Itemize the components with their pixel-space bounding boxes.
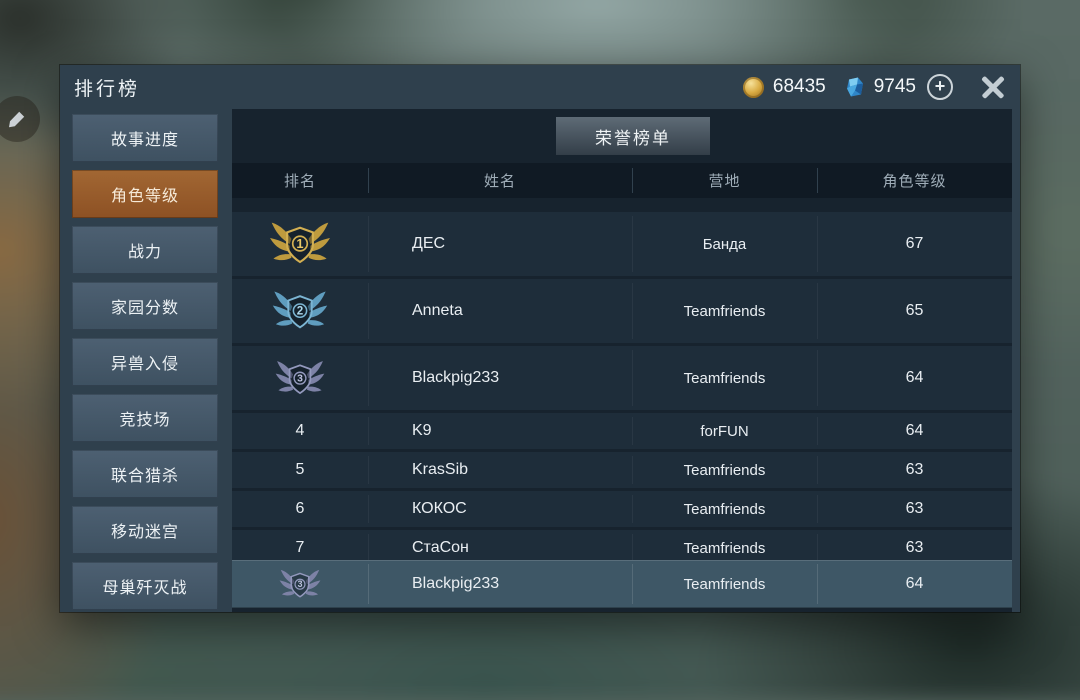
page-title: 排行榜 — [74, 78, 141, 100]
camp-name: forFUN — [632, 413, 817, 449]
camp-name: Teamfriends — [632, 346, 817, 410]
character-level: 64 — [817, 560, 1012, 608]
close-icon[interactable] — [980, 74, 1006, 100]
rank-badge-cell: 3 — [232, 560, 368, 608]
character-level: 64 — [817, 413, 1012, 449]
player-name: ДЕС — [368, 212, 632, 276]
sidebar-item-0[interactable]: 故事进度 — [72, 114, 218, 162]
rank-number: 3 — [297, 373, 303, 384]
player-name: KrasSib — [368, 452, 632, 488]
column-header-1: 姓名 — [368, 163, 632, 198]
table-row-rank-3[interactable]: 3 Blackpig233 Teamfriends 64 — [232, 346, 1012, 410]
table-row-rank-1[interactable]: 1 ДЕС Банда 67 — [232, 212, 1012, 276]
add-currency-button[interactable]: + — [927, 74, 953, 100]
character-level: 64 — [817, 346, 1012, 410]
player-name: Blackpig233 — [368, 346, 632, 410]
column-header-3: 角色等级 — [817, 163, 1012, 198]
rank-badge-cell: 3 — [232, 346, 368, 410]
character-level: 63 — [817, 491, 1012, 527]
sidebar-item-7[interactable]: 移动迷宫 — [72, 506, 218, 554]
table-body: 1 ДЕС Банда 67 2 Anneta Teamfriends 65 3 Blackpig… — [232, 212, 1012, 612]
player-name: КОКОС — [368, 491, 632, 527]
rank-badge-cell: 1 — [232, 212, 368, 276]
rank-blue-badge-icon: 2 — [272, 291, 328, 329]
sidebar-item-1-selected[interactable]: 角色等级 — [72, 170, 218, 218]
coin-amount: 68435 — [772, 76, 826, 97]
character-level: 65 — [817, 279, 1012, 343]
leaderboard-panel: 排行榜 68435 9745 + 故事进度角色等级战力家园分数异兽入侵竞技场联合… — [60, 65, 1020, 612]
rank-number: 3 — [298, 579, 303, 589]
edit-pencil-button[interactable] — [0, 96, 40, 142]
rank-purple-badge-icon: 3 — [279, 569, 321, 598]
sidebar: 故事进度角色等级战力家园分数异兽入侵竞技场联合猎杀移动迷宫母巢歼灭战 — [72, 114, 218, 618]
rank-number-cell: 5 — [295, 461, 305, 478]
sidebar-item-8[interactable]: 母巢歼灭战 — [72, 562, 218, 610]
svg-text:1: 1 — [296, 236, 303, 251]
column-header-2: 营地 — [632, 163, 817, 198]
sidebar-item-2[interactable]: 战力 — [72, 226, 218, 274]
table-row-rank-2[interactable]: 2 Anneta Teamfriends 65 — [232, 279, 1012, 343]
character-level: 67 — [817, 212, 1012, 276]
camp-name: Teamfriends — [632, 279, 817, 343]
rank-purple-badge-icon: 3 — [275, 360, 325, 394]
sidebar-item-3[interactable]: 家园分数 — [72, 282, 218, 330]
player-name: Anneta — [368, 279, 632, 343]
rank-badge-cell: 2 — [232, 279, 368, 343]
pinned-player-row[interactable]: 3 Blackpig233 Teamfriends 64 — [232, 560, 1012, 608]
coin-icon — [742, 76, 764, 98]
player-name: Blackpig233 — [368, 560, 632, 608]
camp-name: Teamfriends — [632, 452, 817, 488]
camp-name: Teamfriends — [632, 530, 817, 566]
table-row-rank-6[interactable]: 6 КОКОС Teamfriends 63 — [232, 491, 1012, 527]
gem-icon — [845, 76, 865, 99]
gem-amount: 9745 — [873, 76, 916, 97]
rank-number-cell: 4 — [295, 422, 305, 439]
column-header-0: 排名 — [283, 173, 316, 190]
sidebar-item-5[interactable]: 竞技场 — [72, 394, 218, 442]
rank-number-cell: 7 — [295, 539, 305, 556]
table-row-rank-4[interactable]: 4 K9 forFUN 64 — [232, 413, 1012, 449]
sidebar-item-4[interactable]: 异兽入侵 — [72, 338, 218, 386]
svg-text:2: 2 — [297, 305, 304, 318]
camp-name: Teamfriends — [632, 491, 817, 527]
tab-honor-list[interactable]: 荣誉榜单 — [556, 117, 710, 155]
player-name: СтаСон — [368, 530, 632, 566]
camp-name: Банда — [632, 212, 817, 276]
character-level: 63 — [817, 530, 1012, 566]
rank-number-cell: 6 — [295, 500, 305, 517]
title-bar: 排行榜 68435 9745 + — [60, 65, 1020, 109]
player-name: K9 — [368, 413, 632, 449]
camp-name: Teamfriends — [632, 560, 817, 608]
leaderboard-content: 荣誉榜单 排名 姓名 营地 角色等级 1 ДЕС Банда 67 2 Anneta Teamfr… — [232, 109, 1012, 612]
sidebar-item-6[interactable]: 联合猎杀 — [72, 450, 218, 498]
table-header: 排名 姓名 营地 角色等级 — [232, 163, 1012, 198]
table-row-rank-5[interactable]: 5 KrasSib Teamfriends 63 — [232, 452, 1012, 488]
svg-text:3: 3 — [298, 579, 303, 589]
rank-gold-badge-icon: 1 — [270, 222, 330, 264]
pencil-icon — [9, 111, 25, 128]
character-level: 63 — [817, 452, 1012, 488]
currency-group: 68435 9745 + — [742, 74, 1006, 100]
rank-number: 1 — [296, 236, 303, 251]
rank-number: 2 — [297, 305, 304, 318]
svg-text:3: 3 — [297, 373, 303, 384]
